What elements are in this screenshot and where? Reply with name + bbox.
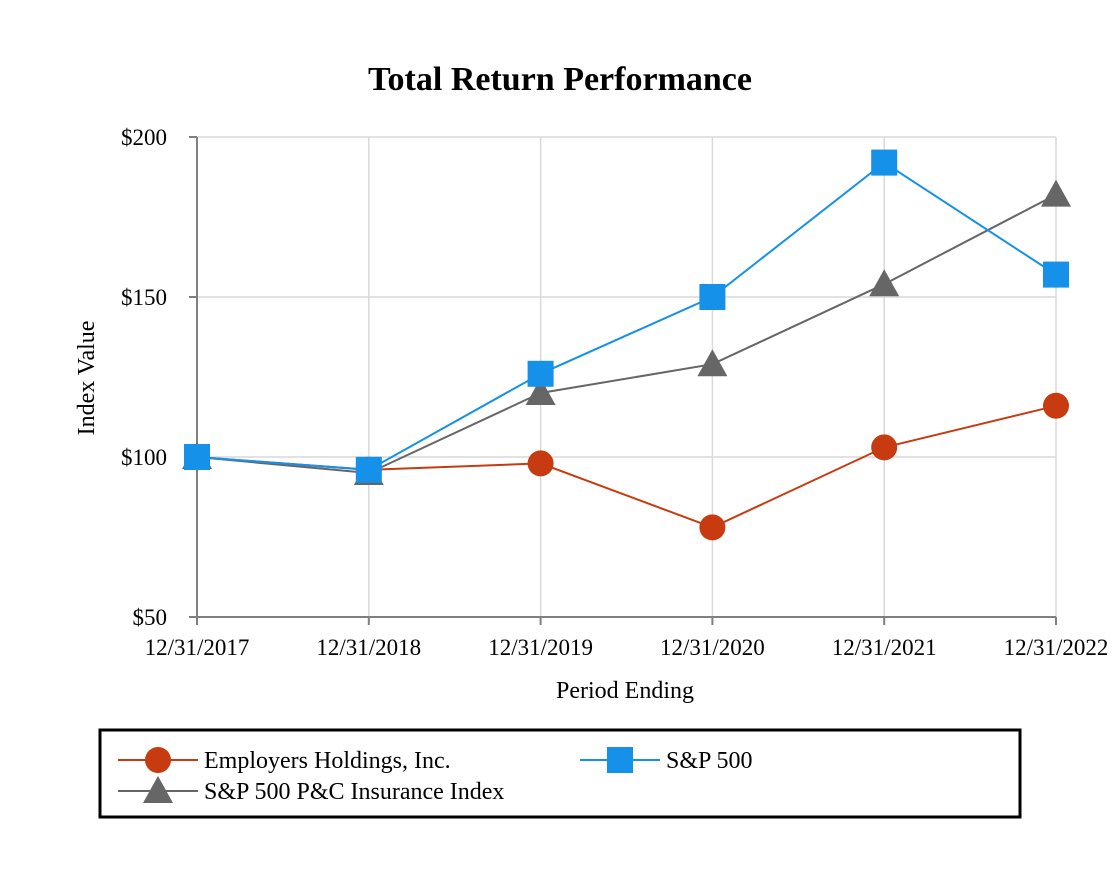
chart-title: Total Return Performance: [368, 61, 752, 98]
x-tick-label: 12/31/2018: [316, 635, 421, 660]
legend-item: S&P 500: [580, 747, 752, 774]
data-point-circle: [871, 434, 898, 461]
data-point-square: [355, 456, 382, 483]
series-triangle: [182, 179, 1071, 485]
legend-item: S&P 500 P&C Insurance Index: [118, 776, 504, 805]
series-square: [184, 149, 1069, 483]
data-point-square: [1043, 261, 1069, 288]
data-point-triangle: [869, 269, 900, 297]
legend-marker-circle: [145, 747, 171, 773]
y-tick-label: $100: [121, 445, 167, 470]
data-point-circle: [1043, 392, 1069, 419]
legend-item: Employers Holdings, Inc.: [118, 747, 451, 774]
data-point-square: [699, 284, 726, 310]
y-axis-label: Index Value: [74, 321, 100, 436]
data-point-square: [527, 360, 554, 387]
axes: [189, 136, 1057, 625]
legend-label: S&P 500 P&C Insurance Index: [204, 779, 504, 805]
x-tick-label: 12/31/2019: [488, 635, 593, 660]
grid: [197, 136, 1057, 618]
data-point-triangle: [1041, 179, 1071, 207]
data-point-square: [871, 149, 898, 176]
data-point-triangle: [525, 378, 556, 405]
legend: Employers Holdings, Inc. S&P 500 S&P 500 P…: [98, 728, 1022, 819]
legend-label: S&P 500: [666, 748, 752, 774]
series: [182, 149, 1071, 541]
legend-marker-triangle: [143, 776, 173, 803]
data-point-circle: [699, 514, 726, 541]
x-tick-label: 12/31/2022: [1004, 635, 1109, 660]
x-tick-labels: 12/31/2017 12/31/2018 12/31/2019 12/31/2020…: [145, 635, 1109, 660]
data-point-square: [184, 444, 210, 470]
y-tick-label: $50: [133, 605, 168, 630]
data-point-circle: [527, 450, 554, 477]
series-line: [196, 161, 1057, 471]
series-line: [196, 193, 1057, 475]
y-tick-label: $150: [121, 285, 167, 310]
x-axis-label: Period Ending: [556, 678, 694, 704]
x-tick-label: 12/31/2021: [832, 635, 937, 660]
y-tick-labels: $50 $100 $150 $200: [121, 125, 167, 630]
data-point-triangle: [697, 349, 728, 377]
x-tick-label: 12/31/2020: [660, 635, 765, 660]
legend-box: [98, 728, 1022, 819]
legend-marker-square: [607, 747, 633, 773]
legend-label: Employers Holdings, Inc.: [204, 748, 451, 774]
y-tick-label: $200: [121, 125, 167, 150]
x-tick-label: 12/31/2017: [145, 635, 250, 660]
